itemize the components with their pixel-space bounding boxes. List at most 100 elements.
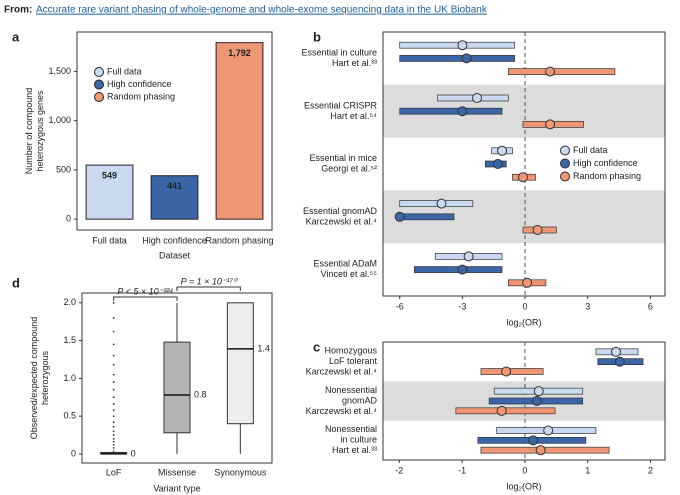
group-label: in culture xyxy=(340,435,377,445)
bar-value-label: 1,792 xyxy=(228,48,251,58)
point-estimate xyxy=(457,106,468,117)
point-estimate xyxy=(545,66,556,77)
x-tick-label: -3 xyxy=(458,301,466,311)
box xyxy=(226,302,254,425)
header-link[interactable]: Accurate rare variant phasing of whole-g… xyxy=(36,5,488,16)
group-label: Hart et al.⁵⁴ xyxy=(330,111,377,121)
plot-frame xyxy=(76,31,273,231)
outlier xyxy=(112,301,115,304)
point-estimate xyxy=(501,366,512,377)
outlier xyxy=(112,446,115,449)
legend-marker xyxy=(94,92,104,102)
y-axis-label: heterozygous genes xyxy=(35,90,45,172)
legend-label: High confidence xyxy=(107,79,172,89)
x-tick-label: High confidence xyxy=(142,235,207,245)
point-estimate xyxy=(436,198,447,209)
x-tick-label: Random phasing xyxy=(205,235,273,245)
panel-label: a xyxy=(12,29,20,44)
x-tick-label: -6 xyxy=(396,301,404,311)
outlier xyxy=(112,396,115,399)
y-tick-label: 0.5 xyxy=(63,411,76,421)
outlier xyxy=(112,434,115,436)
legend-marker xyxy=(560,158,570,169)
box xyxy=(163,341,191,434)
legend-label: Random phasing xyxy=(573,171,641,181)
x-tick-label: 6 xyxy=(648,301,653,311)
confidence-interval xyxy=(399,107,503,115)
significance-bracket xyxy=(176,286,241,291)
outlier xyxy=(112,388,115,391)
outlier xyxy=(112,430,115,433)
panel-label: d xyxy=(12,275,20,290)
point-estimate xyxy=(522,277,533,288)
y-tick-label: 2.0 xyxy=(63,297,76,307)
x-tick-label: Missense xyxy=(158,467,196,477)
outlier xyxy=(112,381,115,384)
point-estimate xyxy=(545,119,556,130)
x-axis-label: log₂(OR) xyxy=(507,481,542,491)
outlier xyxy=(112,421,115,424)
legend-marker xyxy=(94,79,104,90)
confidence-interval xyxy=(507,68,616,75)
confidence-interval xyxy=(397,213,455,221)
point-estimate xyxy=(531,396,542,406)
y-axis-label: Number of compound xyxy=(24,88,34,175)
group-label: Essential in mice xyxy=(309,153,377,163)
header-prefix: From: xyxy=(4,5,32,16)
bar-value-label: 549 xyxy=(102,170,117,180)
group-label: Essential ADaM xyxy=(313,259,377,269)
legend-label: Random phasing xyxy=(107,91,175,101)
confidence-interval xyxy=(399,55,515,62)
y-tick-label: 1,000 xyxy=(48,115,71,125)
outlier xyxy=(112,443,115,446)
x-tick-label: 2 xyxy=(648,465,653,475)
point-estimate xyxy=(457,264,468,275)
group-label: Essential gnomAD xyxy=(303,206,378,216)
outlier xyxy=(112,317,115,319)
group-label: Homozygous xyxy=(324,346,377,356)
point-estimate xyxy=(614,356,625,367)
x-tick-label: LoF xyxy=(106,467,122,477)
group-label: Nonessential xyxy=(325,385,377,395)
point-estimate xyxy=(532,225,543,235)
point-estimate xyxy=(457,40,468,51)
y-tick-label: 0 xyxy=(71,448,76,458)
group-label: Hart et al.³³ xyxy=(332,58,377,68)
outlier xyxy=(112,415,115,418)
bar-value-label: 441 xyxy=(167,181,182,191)
group-label: Hart et al.³³ xyxy=(332,445,377,455)
y-tick-label: 1.5 xyxy=(63,335,76,345)
x-axis-label: Variant type xyxy=(153,483,200,493)
median-label: 0 xyxy=(131,448,136,458)
legend-label: Full data xyxy=(107,66,142,76)
outlier xyxy=(112,425,115,428)
outlier xyxy=(112,343,115,346)
x-tick-label: Synonymous xyxy=(214,467,267,477)
point-estimate xyxy=(528,435,539,446)
group-label: Essential CRISPR xyxy=(304,100,378,110)
group-label: Karczewski et al.⁴ xyxy=(306,406,378,416)
group-label: Karczewski et al.⁴ xyxy=(306,216,378,226)
y-tick-label: 1,500 xyxy=(48,66,71,76)
outlier xyxy=(112,363,115,366)
bar xyxy=(150,175,199,220)
group-label: LoF tolerant xyxy=(329,356,378,366)
outlier xyxy=(112,330,115,333)
y-axis-label: Observed/expected compound xyxy=(29,317,39,440)
y-axis-label: heterozygous xyxy=(40,350,50,405)
median-label: 0.8 xyxy=(194,389,207,399)
x-tick-label: 3 xyxy=(585,301,590,311)
outlier xyxy=(112,354,115,357)
point-estimate xyxy=(517,172,528,183)
significance-label: P = 1 × 10⁻¹⁷⁰ xyxy=(181,276,238,286)
group-label: Essential in culture xyxy=(301,48,377,58)
point-estimate xyxy=(496,405,507,416)
point-estimate xyxy=(533,386,544,397)
legend-marker xyxy=(94,67,104,77)
y-tick-label: 0 xyxy=(66,214,71,224)
point-estimate xyxy=(461,53,472,64)
outlier xyxy=(112,373,115,376)
x-axis-label: log₂(OR) xyxy=(507,317,542,327)
outlier xyxy=(112,437,115,440)
